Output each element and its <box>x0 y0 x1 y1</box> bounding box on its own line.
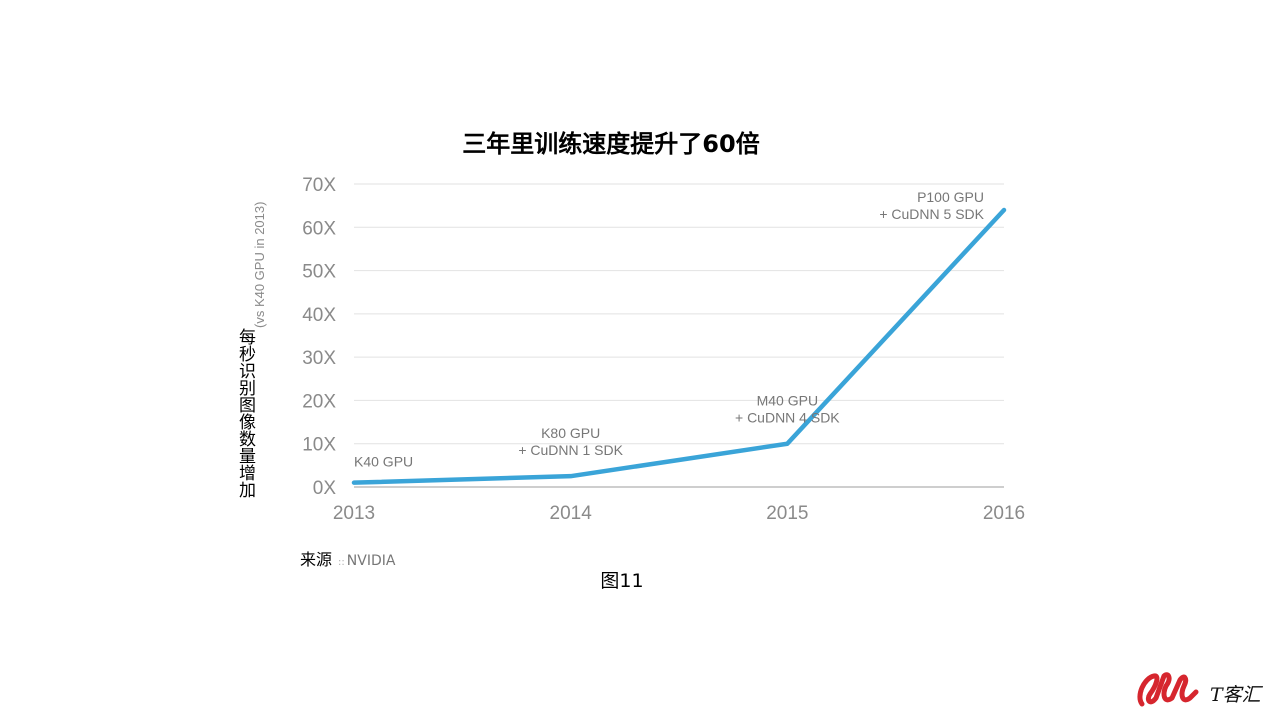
grid-lines <box>354 183 1004 488</box>
y-tick-label: 10X <box>302 435 336 456</box>
y-axis-sublabel: (vs K40 GPU in 2013) <box>252 202 267 328</box>
data-point <box>570 475 572 477</box>
x-tick-label: 2015 <box>766 503 808 524</box>
data-point <box>1003 209 1005 211</box>
y-tick-label: 50X <box>302 262 336 283</box>
y-axis-label: 每秒识别图像数量增加 <box>235 328 255 498</box>
figure-caption: 图11 <box>600 570 644 592</box>
x-tick-labels: 2013 2014 2015 2016 <box>333 503 1025 524</box>
annotation-label: P100 GPU <box>917 189 984 205</box>
annotation-label: + CuDNN 4 SDK <box>735 410 840 426</box>
source-value: NVIDIA <box>346 553 396 569</box>
annotation-label: + CuDNN 5 SDK <box>879 206 984 222</box>
chart-title: 三年里训练速度提升了60倍 <box>462 130 760 158</box>
y-tick-label: 70X <box>302 175 336 196</box>
annotation-label: + CuDNN 1 SDK <box>518 442 623 458</box>
y-tick-labels: 0X 10X 20X 30X 40X 50X 60X 70X <box>302 175 336 499</box>
y-tick-label: 20X <box>302 391 336 412</box>
source-separator: :: <box>338 557 345 568</box>
annotation-label: K80 GPU <box>541 425 600 441</box>
data-point <box>353 482 355 484</box>
x-tick-label: 2013 <box>333 503 375 524</box>
data-point <box>786 443 788 445</box>
x-tick-label: 2016 <box>983 503 1025 524</box>
logo-text: T客汇 <box>1210 684 1261 706</box>
series-line <box>351 207 1007 485</box>
source-label: 来源 <box>300 550 333 569</box>
y-tick-label: 30X <box>302 348 336 369</box>
annotation-label: K40 GPU <box>354 454 413 470</box>
logo-icon <box>1137 672 1199 707</box>
y-tick-label: 60X <box>302 218 336 239</box>
series-line-layer <box>351 207 1007 485</box>
y-tick-label: 0X <box>313 478 337 499</box>
x-tick-label: 2014 <box>550 503 593 524</box>
annotation-label: M40 GPU <box>757 393 818 409</box>
y-tick-label: 40X <box>302 305 336 326</box>
source-note: 来源:: NVIDIA <box>300 546 395 570</box>
